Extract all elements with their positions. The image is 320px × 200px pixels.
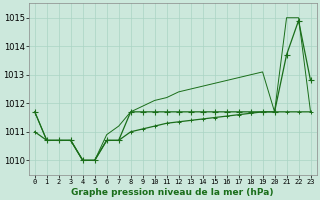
X-axis label: Graphe pression niveau de la mer (hPa): Graphe pression niveau de la mer (hPa) bbox=[71, 188, 274, 197]
